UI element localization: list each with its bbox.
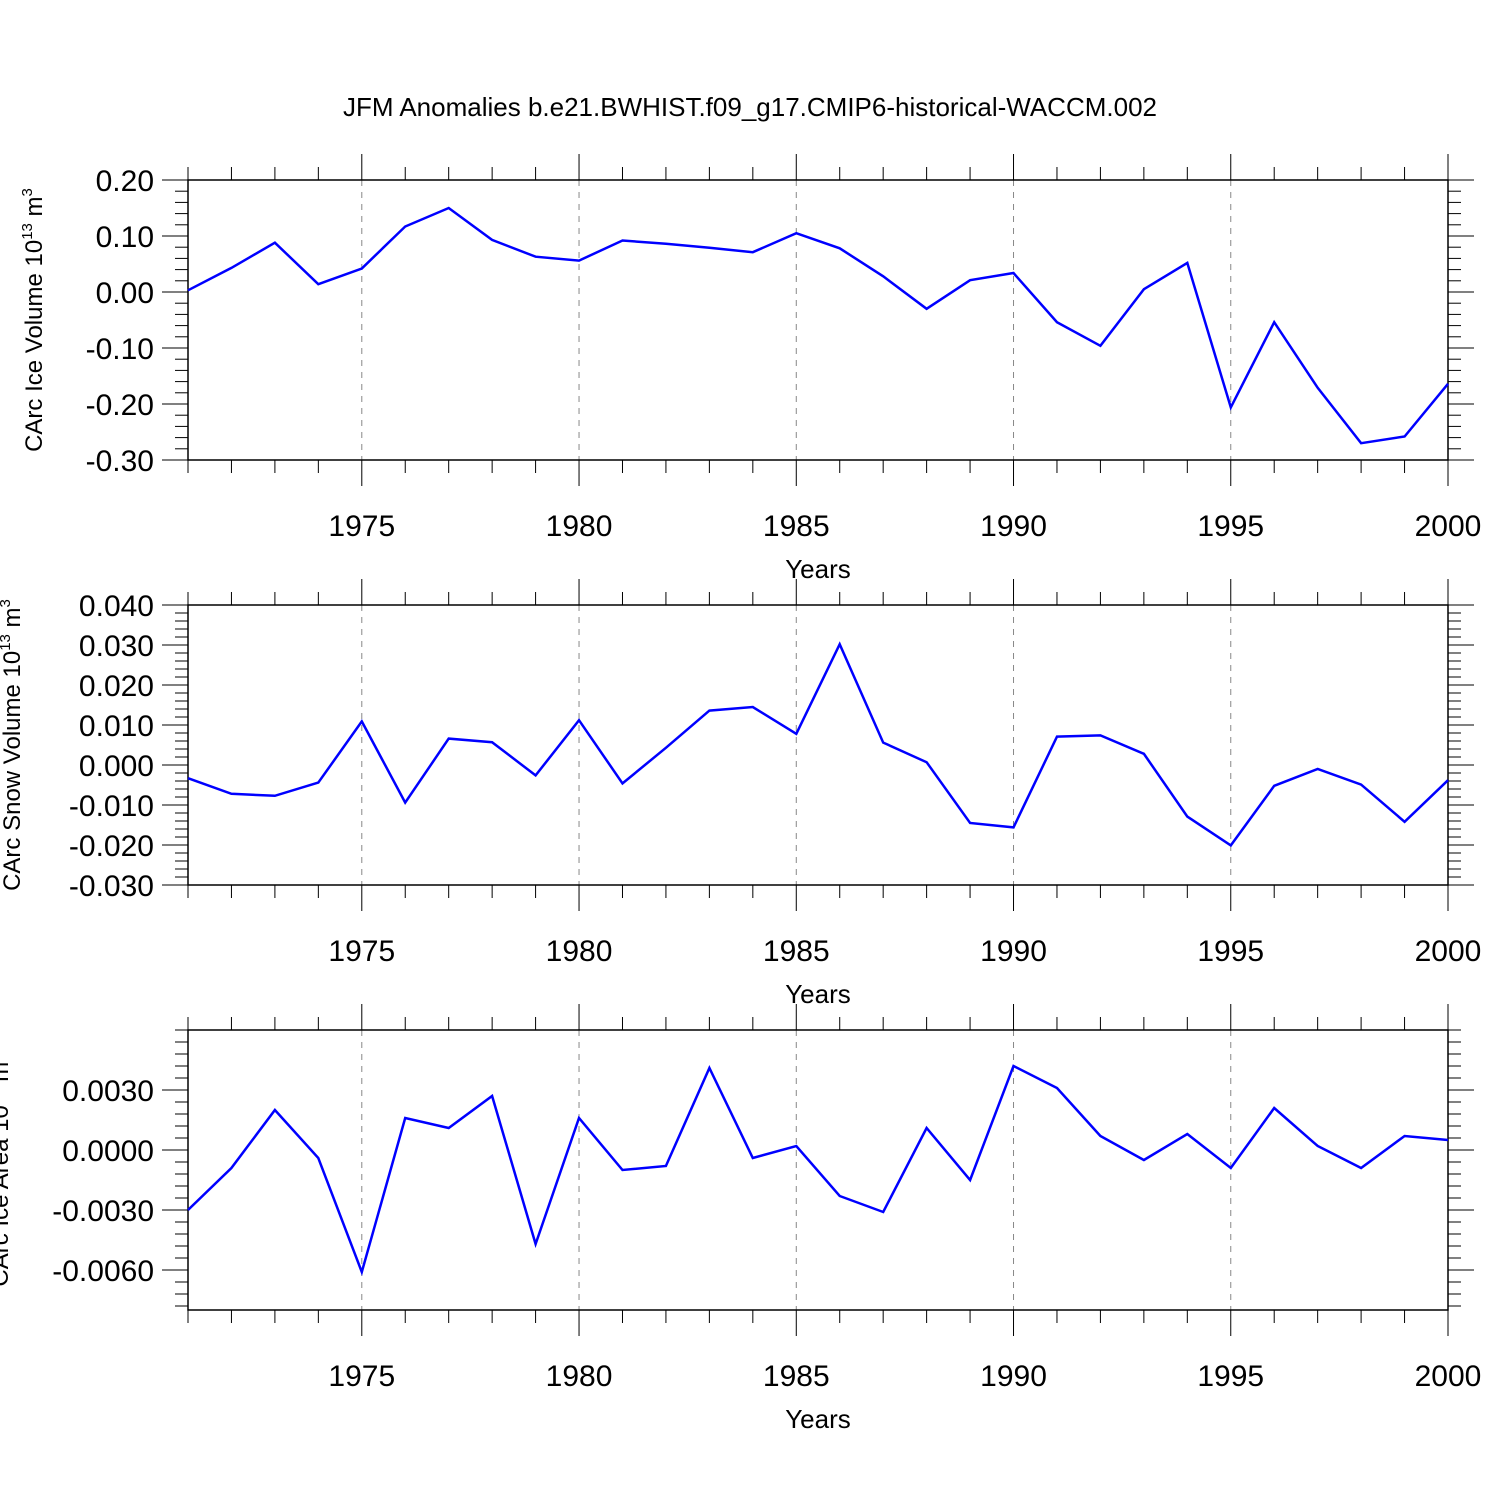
y-axis-label-superscript: 3 bbox=[0, 599, 14, 607]
x-tick-label: 1995 bbox=[1197, 1360, 1264, 1393]
y-axis-label-superscript: 2 bbox=[0, 1053, 2, 1061]
y-axis-label-part: m bbox=[21, 196, 48, 223]
x-tick-label: 2000 bbox=[1415, 510, 1482, 543]
y-axis-label-superscript: 13 bbox=[0, 1088, 2, 1105]
x-tick-label: 1975 bbox=[328, 935, 395, 968]
x-tick-label: 1995 bbox=[1197, 510, 1264, 543]
y-axis-label-part: CArc Ice Area 10 bbox=[0, 1105, 14, 1286]
y-tick-label: 0.0000 bbox=[62, 1135, 154, 1168]
panel-2: 1975 1980 1985 1990 1995 2000 Years -0.030 -0.02… bbox=[0, 579, 1481, 1009]
y-tick-label: -0.10 bbox=[86, 333, 154, 366]
panel-3: 1975 1980 1985 1990 1995 2000 Years -0.0060 -0.0… bbox=[0, 1004, 1481, 1434]
y-tick-label: -0.020 bbox=[69, 830, 154, 863]
x-tick-label: 1985 bbox=[763, 510, 830, 543]
x-tick-label: 2000 bbox=[1415, 1360, 1482, 1393]
plot-frame bbox=[187, 604, 1449, 886]
x-axis-label: Years bbox=[785, 554, 851, 584]
y-tick-label: -0.010 bbox=[69, 790, 154, 823]
y-tick-label: 0.010 bbox=[79, 710, 154, 743]
x-tick-label: 1980 bbox=[546, 1360, 613, 1393]
x-tick-label: 1995 bbox=[1197, 935, 1264, 968]
panel-1: 1975 1980 1985 1990 1995 2000 Years -0.30 -0.20 -… bbox=[19, 154, 1481, 584]
y-tick-label: 0.20 bbox=[96, 165, 154, 198]
y-axis-label: CArc Snow Volume 1013 m3 bbox=[0, 599, 26, 891]
series-line bbox=[187, 206, 1449, 445]
y-axis-label: CArc Ice Volume 1013 m3 bbox=[19, 188, 48, 452]
y-tick-label: -0.0030 bbox=[52, 1195, 154, 1228]
y-tick-label: 0.020 bbox=[79, 670, 154, 703]
y-axis-label-part: CArc Snow Volume 10 bbox=[0, 651, 26, 891]
x-tick-label: 1975 bbox=[328, 510, 395, 543]
plot-frame bbox=[187, 1029, 1449, 1311]
x-tick-label: 1990 bbox=[980, 1360, 1047, 1393]
x-tick-label: 1985 bbox=[763, 935, 830, 968]
y-axis-label-superscript: 3 bbox=[19, 188, 36, 196]
plots-container: 1975 1980 1985 1990 1995 2000 Years -0.30 -0.20 -… bbox=[0, 154, 1481, 1434]
y-tick-label: 0.10 bbox=[96, 221, 154, 254]
y-tick-label: 0.0030 bbox=[62, 1075, 154, 1108]
x-tick-label: 1990 bbox=[980, 510, 1047, 543]
y-tick-label: -0.030 bbox=[69, 870, 154, 903]
x-tick-label: 1985 bbox=[763, 1360, 830, 1393]
plot-frame bbox=[187, 179, 1449, 461]
y-axis-label-part: m bbox=[0, 607, 26, 634]
y-axis-label: CArc Ice Area 1013 m2 bbox=[0, 1053, 14, 1286]
x-axis-label: Years bbox=[785, 1404, 851, 1434]
series-line bbox=[187, 1064, 1449, 1276]
chart-title: JFM Anomalies b.e21.BWHIST.f09_g17.CMIP6… bbox=[343, 92, 1157, 122]
x-tick-label: 2000 bbox=[1415, 935, 1482, 968]
y-tick-label: 0.040 bbox=[79, 590, 154, 623]
y-axis-label-superscript: 13 bbox=[0, 634, 14, 651]
y-axis-label-superscript: 13 bbox=[19, 223, 36, 240]
y-tick-label: -0.20 bbox=[86, 389, 154, 422]
y-axis-label-part: CArc Ice Volume 10 bbox=[21, 240, 48, 452]
x-tick-label: 1975 bbox=[328, 1360, 395, 1393]
x-tick-label: 1980 bbox=[546, 510, 613, 543]
y-tick-label: -0.30 bbox=[86, 445, 154, 478]
y-axis-label-part: m bbox=[0, 1062, 14, 1089]
x-axis-label: Years bbox=[785, 979, 851, 1009]
series-line bbox=[187, 641, 1449, 848]
y-tick-label: -0.0060 bbox=[52, 1255, 154, 1288]
y-tick-label: 0.030 bbox=[79, 630, 154, 663]
x-tick-label: 1990 bbox=[980, 935, 1047, 968]
y-tick-label: 0.000 bbox=[79, 750, 154, 783]
y-tick-label: 0.00 bbox=[96, 277, 154, 310]
x-tick-label: 1980 bbox=[546, 935, 613, 968]
